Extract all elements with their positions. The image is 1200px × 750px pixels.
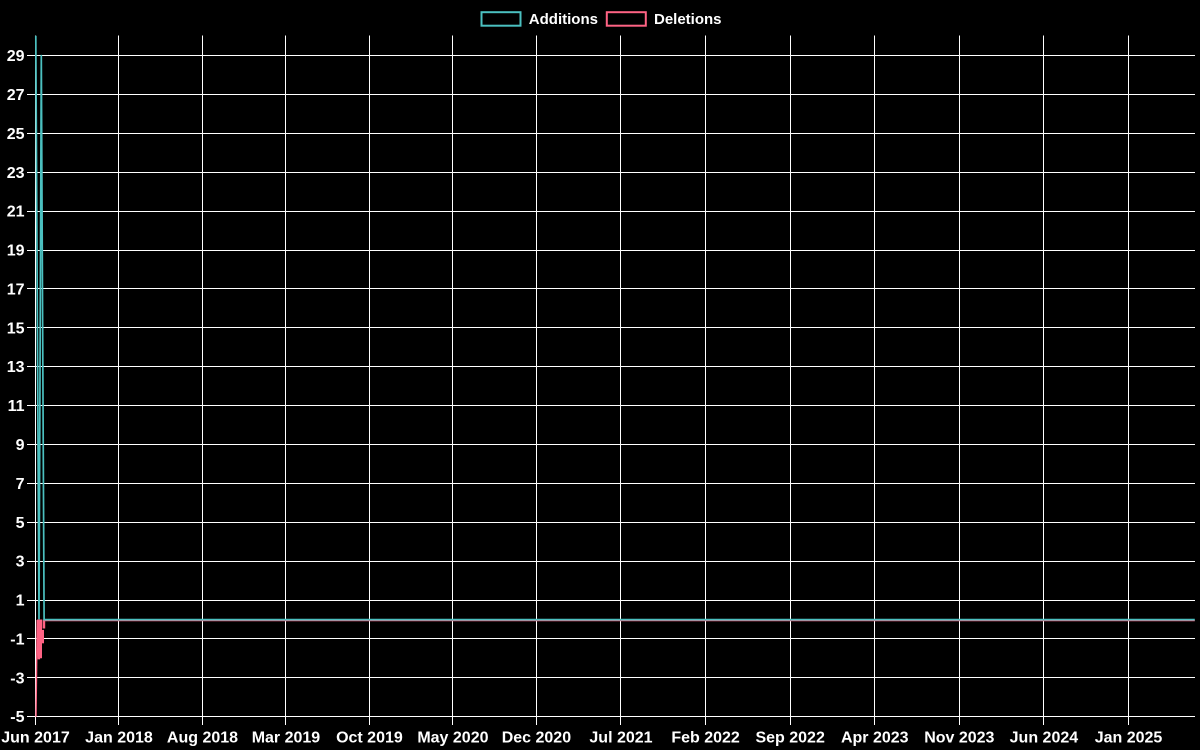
svg-text:Deletions: Deletions: [654, 11, 722, 28]
svg-text:Jun 2024: Jun 2024: [1010, 730, 1079, 747]
svg-text:3: 3: [16, 554, 25, 571]
svg-text:21: 21: [7, 204, 25, 221]
svg-text:23: 23: [7, 165, 25, 182]
svg-text:1: 1: [16, 593, 25, 610]
svg-text:29: 29: [7, 48, 25, 65]
svg-text:7: 7: [16, 476, 25, 493]
svg-text:25: 25: [7, 126, 25, 143]
svg-text:Sep 2022: Sep 2022: [755, 730, 824, 747]
svg-text:17: 17: [7, 281, 25, 298]
svg-text:Aug 2018: Aug 2018: [167, 730, 238, 747]
svg-text:Nov 2023: Nov 2023: [924, 730, 994, 747]
svg-text:Jun 2017: Jun 2017: [1, 730, 70, 747]
svg-text:Apr 2023: Apr 2023: [841, 730, 909, 747]
svg-text:19: 19: [7, 243, 25, 260]
svg-text:5: 5: [16, 515, 25, 532]
svg-text:Jan 2025: Jan 2025: [1095, 730, 1163, 747]
svg-text:Mar 2019: Mar 2019: [252, 730, 321, 747]
svg-text:13: 13: [7, 359, 25, 376]
svg-text:May 2020: May 2020: [417, 730, 488, 747]
svg-text:Jan 2018: Jan 2018: [85, 730, 153, 747]
svg-text:-5: -5: [10, 709, 24, 726]
svg-text:-3: -3: [10, 670, 24, 687]
svg-text:Dec 2020: Dec 2020: [502, 730, 571, 747]
svg-text:-1: -1: [10, 631, 24, 648]
svg-text:Additions: Additions: [529, 11, 598, 28]
svg-text:27: 27: [7, 87, 25, 104]
svg-text:9: 9: [16, 437, 25, 454]
svg-text:11: 11: [8, 398, 25, 415]
svg-text:Jul 2021: Jul 2021: [589, 730, 652, 747]
svg-text:Feb 2022: Feb 2022: [671, 730, 740, 747]
svg-text:Oct 2019: Oct 2019: [336, 730, 403, 747]
svg-text:15: 15: [7, 320, 25, 337]
